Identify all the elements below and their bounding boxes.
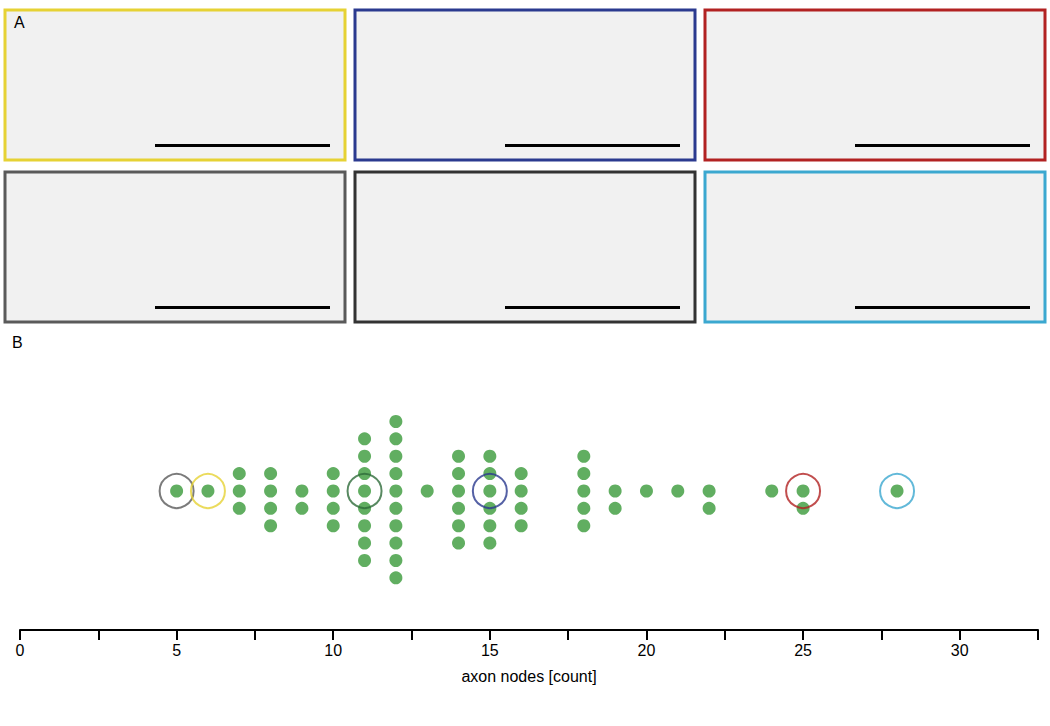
svg-text:A: A: [14, 14, 25, 31]
svg-text:0: 0: [16, 642, 25, 659]
svg-text:10: 10: [324, 642, 342, 659]
svg-text:5: 5: [172, 642, 181, 659]
svg-text:30: 30: [951, 642, 969, 659]
svg-text:25: 25: [794, 642, 812, 659]
svg-text:B: B: [12, 334, 23, 351]
svg-text:15: 15: [481, 642, 499, 659]
svg-text:axon nodes [count]: axon nodes [count]: [461, 668, 596, 685]
svg-text:20: 20: [638, 642, 656, 659]
